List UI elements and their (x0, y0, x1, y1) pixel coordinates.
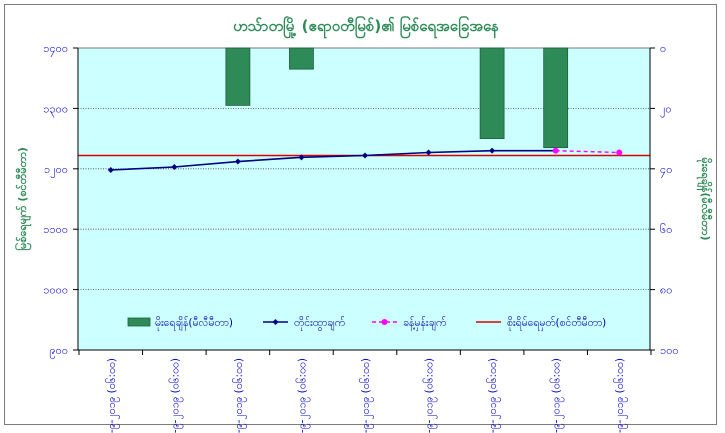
y-left-tick-label: ၁၀၀၀ (43, 284, 68, 297)
measured-point (489, 147, 496, 154)
legend-label-forecast: ခန့်မှန်းချက် (403, 316, 446, 331)
x-tick-label: ၂၁-၉-၂၀၁၉ (၀၆:၀၀) (613, 358, 628, 433)
measured-series-line (110, 149, 556, 171)
y-right-tick-label: ၂၀ (660, 102, 672, 117)
y-left-tick-label: ၁၁၀၀ (43, 223, 68, 236)
x-tick-label: ၁၈-၉-၂၀၁၉ (၀၆:၀၀) (423, 358, 438, 433)
legend-marker-measured (272, 319, 279, 325)
y-right-tick-label: ၈၀ (660, 284, 672, 297)
forecast-point (552, 147, 559, 154)
x-tick-label: ၂၀-၉-၂၀၁၉ (၀၆:၀၀) (550, 358, 565, 433)
rainfall-bar (479, 47, 505, 139)
legend-label-rainfall: မိုးရေချိန်(မီလီမီတာ) (155, 316, 233, 331)
y-left-tick-label: ၁၂၀၀ (44, 163, 68, 178)
x-tick-label: ၁၄-၉-၂၀၁၉ (၀၆:၀၀) (168, 358, 183, 433)
measured-point (171, 163, 178, 170)
legend: မိုးရေချိန်(မီလီမီတာ) တိုင်းထွာချက် ခန့်မှ… (127, 316, 606, 331)
x-tick-label: ၁၃-၉-၂၀၁၉ (၀၆:၀၀) (105, 358, 120, 433)
measured-point (425, 149, 432, 156)
legend-label-warning: စိုးရိမ်ရေမှတ်(စင်တီမီတာ) (507, 316, 606, 331)
y-left-tick-label: ၁၃၀၀ (43, 102, 68, 117)
y-left-tick-label: ၉၀၀ (49, 344, 68, 359)
rainfall-bar (543, 47, 569, 149)
y-right-tick-label: ၄၀ (660, 163, 672, 178)
measured-point (362, 152, 368, 159)
rainfall-bar (289, 47, 314, 70)
y-right-axis-title: မိုးရေချိန်(မီလီမီတာ) (696, 157, 713, 240)
x-tick-label: ၁၅-၉-၂၀၁၉ (၀၆:၀၀) (232, 358, 247, 433)
measured-point (234, 158, 241, 165)
legend-swatch-rainfall (127, 317, 151, 327)
y-left-axis-title: မြစ်ရေမျက် (စင်တီမီတာ) (14, 147, 32, 251)
x-tick-label: ၁၉-၉-၂၀၁၉ (၀၆:၀၀) (486, 358, 501, 433)
measured-point (298, 154, 305, 161)
legend-label-measured: တိုင်းထွာချက် (294, 316, 345, 331)
y-right-tick-label: ၁၀၀ (660, 344, 679, 357)
rainfall-bar (225, 47, 251, 106)
legend-marker-forecast (381, 319, 388, 325)
forecast-series-line (555, 149, 620, 154)
x-tick-label: ၁၇-၉-၂၀၁၉ (၀၆:၀၀) (359, 358, 374, 433)
y-right-tick-label: ၀ (660, 42, 666, 55)
y-left-tick-label: ၁၄၀၀ (43, 42, 68, 57)
y-right-tick-label: ၆၀ (660, 223, 672, 236)
measured-point (107, 167, 114, 174)
chart-title: ဟသ်ာတမြို့ (ဧရာဝတီမြစ်)၏ မြစ်ရေအခြေအနေ (233, 15, 499, 39)
x-tick-label: ၁၆-၉-၂၀၁၉ (၀၆:၀၀) (295, 358, 310, 433)
forecast-point (616, 149, 623, 156)
